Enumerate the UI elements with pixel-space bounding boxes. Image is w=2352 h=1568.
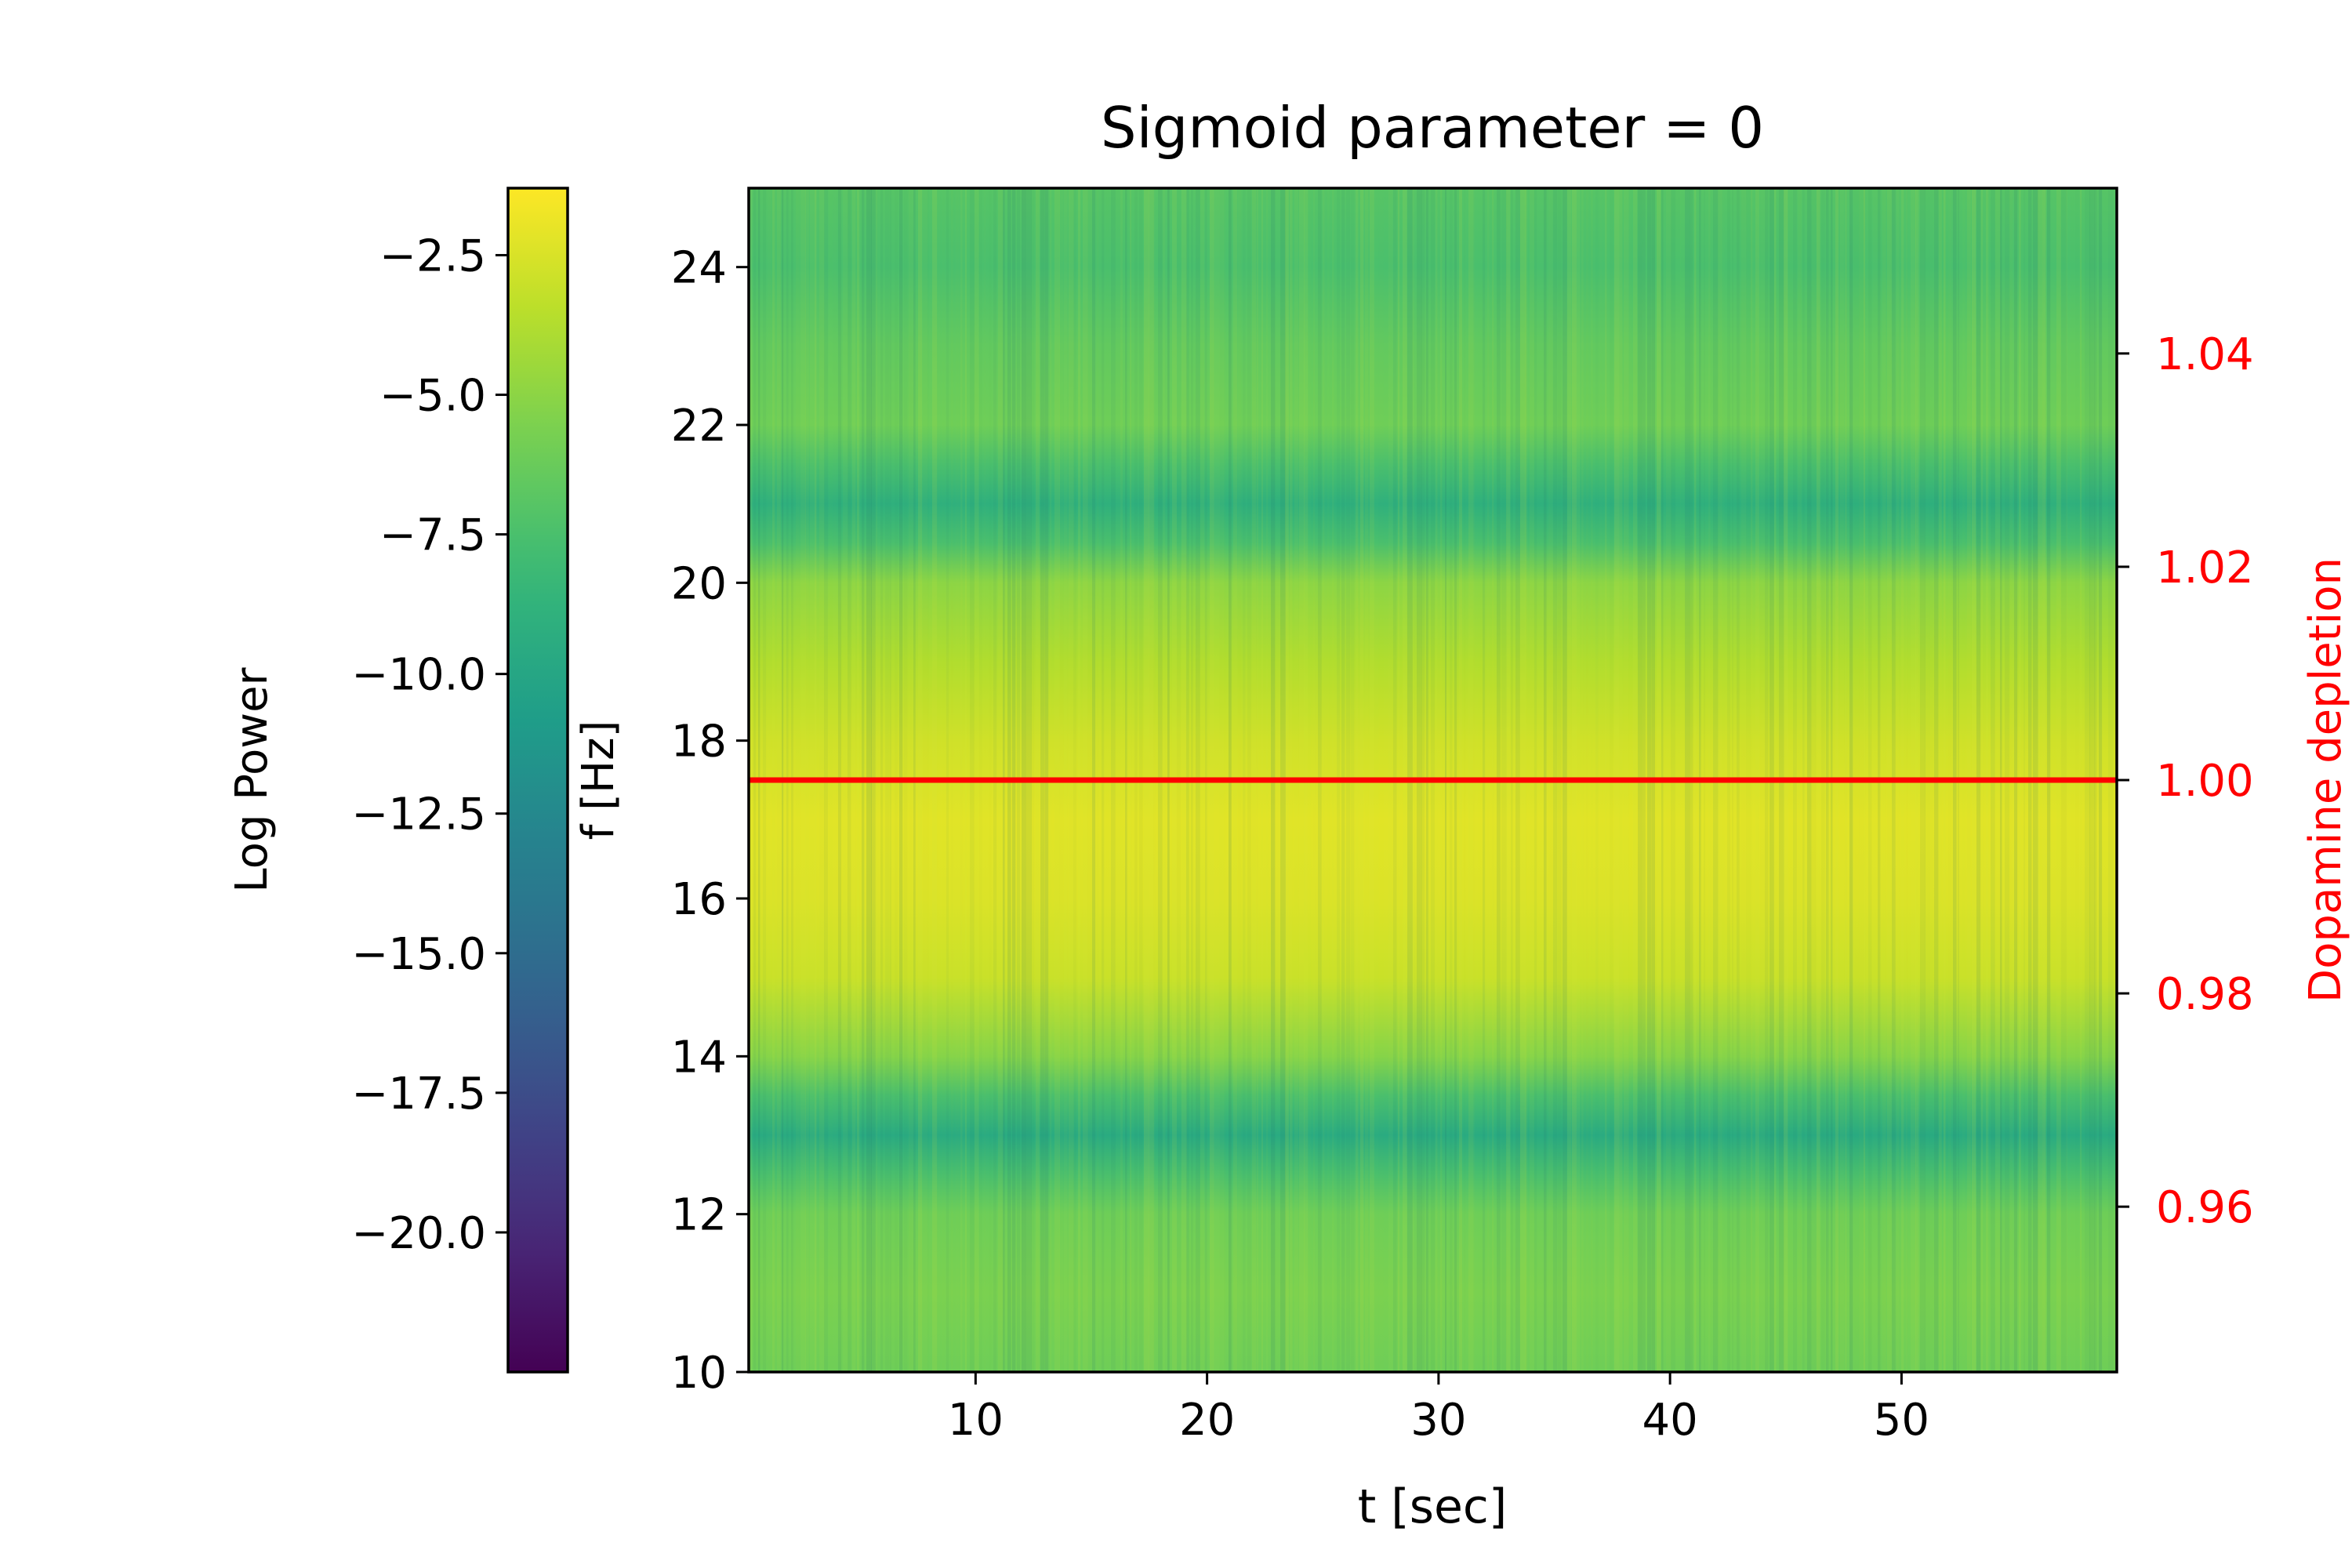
colorbar-tick-label: −2.5 (379, 230, 486, 281)
x-tick-label: 10 (948, 1395, 1004, 1446)
colorbar: −2.5 −5.0 −7.5 −10.0 −12.5 −15.0 −17.5 −20.0 Lo… (227, 187, 569, 1374)
y-tick-label: 22 (671, 401, 727, 452)
colorbar-tick-label: −12.5 (351, 789, 486, 840)
y2-tick-label: 1.02 (2156, 543, 2254, 593)
x-tick-label: 40 (1642, 1395, 1698, 1446)
y2-tick-label: 1.04 (2156, 329, 2254, 380)
y-tick-label: 24 (671, 243, 727, 294)
colorbar-label: Log Power (227, 666, 278, 892)
chart-title: Sigmoid parameter = 0 (1101, 95, 1764, 161)
x-axis-label: t [sec] (1358, 1479, 1508, 1534)
x-tick-label: 20 (1179, 1395, 1235, 1446)
y-axis-label: f [Hz] (573, 720, 624, 840)
colorbar-tick-label: −15.0 (351, 929, 486, 980)
y-tick-label: 16 (671, 874, 727, 925)
y2-axis-label: Dopamine depletion (2300, 557, 2351, 1003)
heatmap-area (747, 187, 2118, 1374)
y-tick-label: 12 (671, 1190, 727, 1241)
y2-tick-label: 1.00 (2156, 756, 2254, 807)
colorbar-frame (506, 187, 569, 1374)
y-tick-label: 10 (671, 1348, 727, 1399)
colorbar-tick-label: −17.5 (351, 1069, 486, 1120)
y-tick-label: 20 (671, 558, 727, 609)
colorbar-tick-label: −20.0 (351, 1208, 486, 1259)
colorbar-gradient (508, 188, 568, 1372)
y-tick-label: 18 (671, 717, 727, 768)
y2-tick-label: 0.98 (2156, 969, 2254, 1020)
y-tick-label: 14 (671, 1032, 727, 1083)
colorbar-tick-label: −7.5 (379, 510, 486, 561)
x-tick-label: 30 (1410, 1395, 1466, 1446)
colorbar-tick-label: −10.0 (351, 650, 486, 701)
x-tick-label: 50 (1874, 1395, 1929, 1446)
y2-tick-label: 0.96 (2156, 1182, 2254, 1233)
colorbar-tick-label: −5.0 (379, 371, 486, 422)
